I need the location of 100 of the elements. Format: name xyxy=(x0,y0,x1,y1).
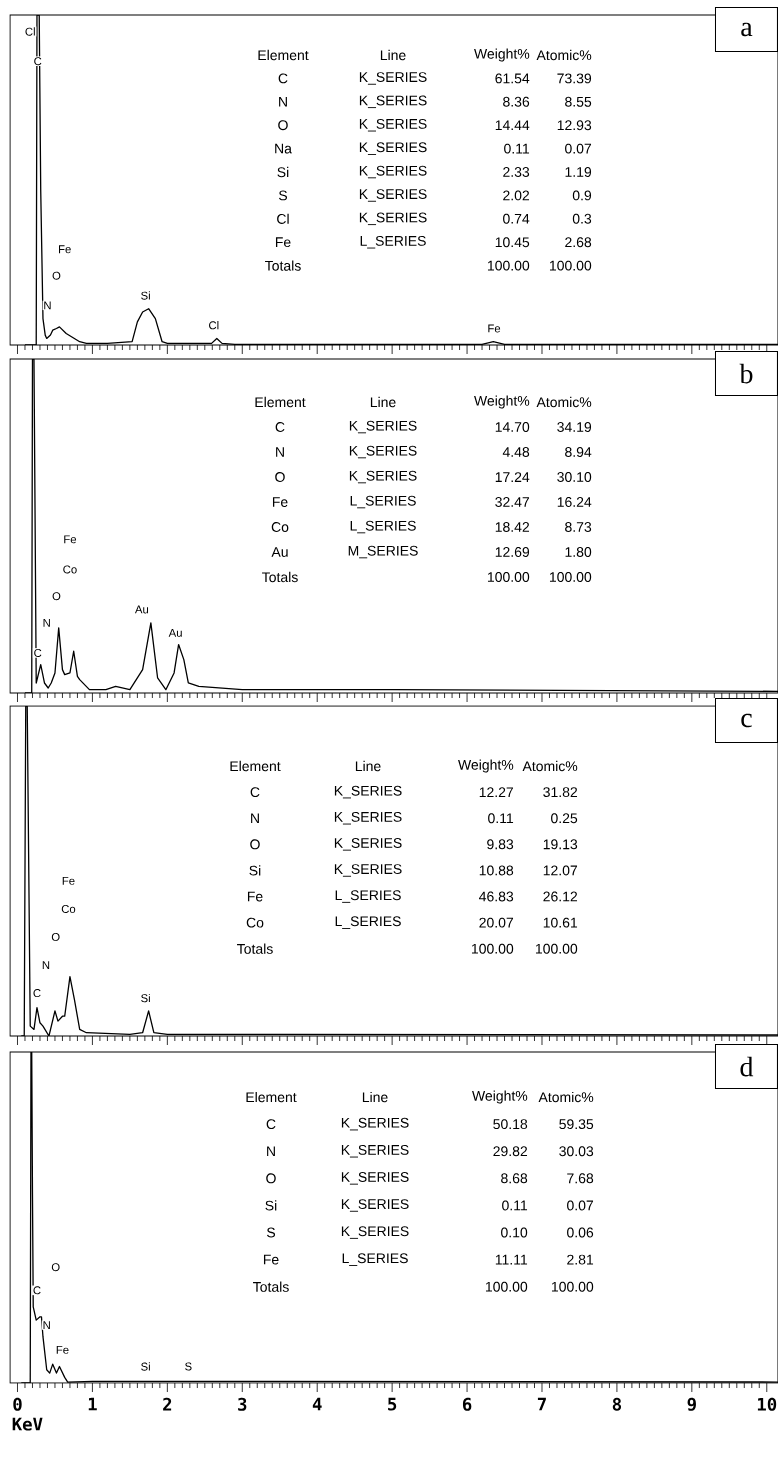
annotation: 10.88 xyxy=(479,865,514,876)
annotation: 0.11 xyxy=(488,813,514,824)
annotation: 73.39 xyxy=(557,73,592,84)
x-tick-label: 1 xyxy=(88,1397,97,1411)
annotation: 31.82 xyxy=(543,787,578,798)
annotation: C xyxy=(33,1286,41,1295)
annotation: K_SERIES xyxy=(359,95,427,109)
annotation: 8.36 xyxy=(503,96,530,107)
annotation: K_SERIES xyxy=(349,445,417,459)
annotation: Si xyxy=(249,865,261,876)
annotation: 0.11 xyxy=(504,143,530,154)
annotation: 10.45 xyxy=(495,237,530,248)
annotation: O xyxy=(52,271,61,280)
annotation: Line xyxy=(380,49,406,61)
annotation: 61.54 xyxy=(495,73,530,84)
annotation: K_SERIES xyxy=(341,1144,409,1158)
annotation: K_SERIES xyxy=(341,1226,409,1239)
annotation: 12.93 xyxy=(557,120,592,131)
x-tick-label: 8 xyxy=(612,1397,622,1411)
annotation: K_SERIES xyxy=(359,165,427,179)
annotation: O xyxy=(278,120,288,131)
annotation: 18.42 xyxy=(495,522,530,532)
annotation: C xyxy=(275,422,285,432)
annotation: K_SERIES xyxy=(341,1172,409,1185)
annotation: Co xyxy=(271,522,289,532)
annotation: Fe xyxy=(56,1345,69,1354)
annotation: Fe xyxy=(247,891,263,902)
annotation: 100.00 xyxy=(549,260,592,271)
annotation: L_SERIES xyxy=(335,916,401,929)
annotation: 26.12 xyxy=(543,891,578,902)
annotation: 0.07 xyxy=(567,1200,594,1211)
annotation: L_SERIES xyxy=(335,890,401,903)
annotation: Totals xyxy=(237,943,273,954)
annotation: Co xyxy=(61,904,76,913)
annotation: N xyxy=(42,961,50,969)
annotation: 2.68 xyxy=(565,237,592,248)
annotation: O xyxy=(51,933,60,942)
annotation: Line xyxy=(362,1091,388,1103)
annotation: Fe xyxy=(263,1254,279,1265)
annotation: C xyxy=(33,989,41,998)
annotation: N xyxy=(279,97,287,107)
annotation: 14.44 xyxy=(495,120,530,131)
annotation: 16.24 xyxy=(557,497,592,507)
annotation: Co xyxy=(63,565,77,574)
annotation: K_SERIES xyxy=(334,838,402,851)
annotation: 0.10 xyxy=(501,1227,528,1238)
annotation: 8.55 xyxy=(565,96,592,107)
annotation: 8.94 xyxy=(565,447,592,457)
annotation: Si xyxy=(141,291,150,300)
annotation: 12.69 xyxy=(495,547,530,557)
annotation: K_SERIES xyxy=(334,864,402,877)
annotation: 17.24 xyxy=(495,472,530,482)
annotation: 0.3 xyxy=(572,213,592,224)
x-axis-title: KeV xyxy=(12,1417,43,1431)
annotation: C xyxy=(278,73,288,84)
annotation: Fe xyxy=(275,237,291,248)
annotation: S xyxy=(278,190,288,201)
annotation: 4.48 xyxy=(502,447,530,457)
x-tick-label: 6 xyxy=(462,1397,472,1411)
annotation: C xyxy=(266,1119,276,1130)
annotation: Line xyxy=(355,760,381,772)
annotation: 0.06 xyxy=(567,1227,594,1238)
annotation: 0.07 xyxy=(565,143,592,154)
annotation: S xyxy=(185,1362,192,1371)
annotation: Weight% xyxy=(474,48,530,62)
annotation: L_SERIES xyxy=(360,235,426,249)
annotation: K_SERIES xyxy=(349,470,417,484)
annotation: 20.07 xyxy=(479,917,514,928)
annotation: 19.13 xyxy=(543,839,578,850)
annotation: K_SERIES xyxy=(359,72,427,85)
annotation: 100.00 xyxy=(485,1281,528,1292)
annotation: 100.00 xyxy=(549,572,592,582)
annotation: N xyxy=(251,813,259,824)
annotation: Co xyxy=(246,917,264,928)
annotation: N xyxy=(276,447,284,457)
annotation: Line xyxy=(370,396,396,408)
annotation: O xyxy=(250,839,260,850)
annotation: Element xyxy=(246,1091,297,1103)
annotation: 9.83 xyxy=(487,839,514,850)
annotation: Totals xyxy=(265,260,301,271)
annotation: K_SERIES xyxy=(359,142,427,155)
annotation: Fe xyxy=(62,876,75,885)
annotation: O xyxy=(275,472,285,482)
annotation: N xyxy=(43,618,50,627)
x-tick-label: 0 xyxy=(13,1397,22,1411)
annotation: Element xyxy=(258,49,309,61)
annotation: K_SERIES xyxy=(359,189,427,202)
annotation: 12.27 xyxy=(479,787,514,797)
x-tick-label: 10 xyxy=(757,1397,777,1411)
annotation: Fe xyxy=(59,245,71,254)
annotation: C xyxy=(250,787,260,798)
annotation: 2.81 xyxy=(567,1254,594,1265)
annotation: 30.10 xyxy=(557,472,592,482)
annotation: Atomic% xyxy=(538,1091,594,1103)
x-tick-label: 9 xyxy=(687,1397,696,1411)
annotation: Na xyxy=(275,143,292,154)
x-tick-label: 2 xyxy=(163,1397,172,1411)
annotation: 1.19 xyxy=(565,167,592,177)
annotation: 34.19 xyxy=(557,422,592,432)
x-tick-label: 7 xyxy=(537,1397,546,1411)
